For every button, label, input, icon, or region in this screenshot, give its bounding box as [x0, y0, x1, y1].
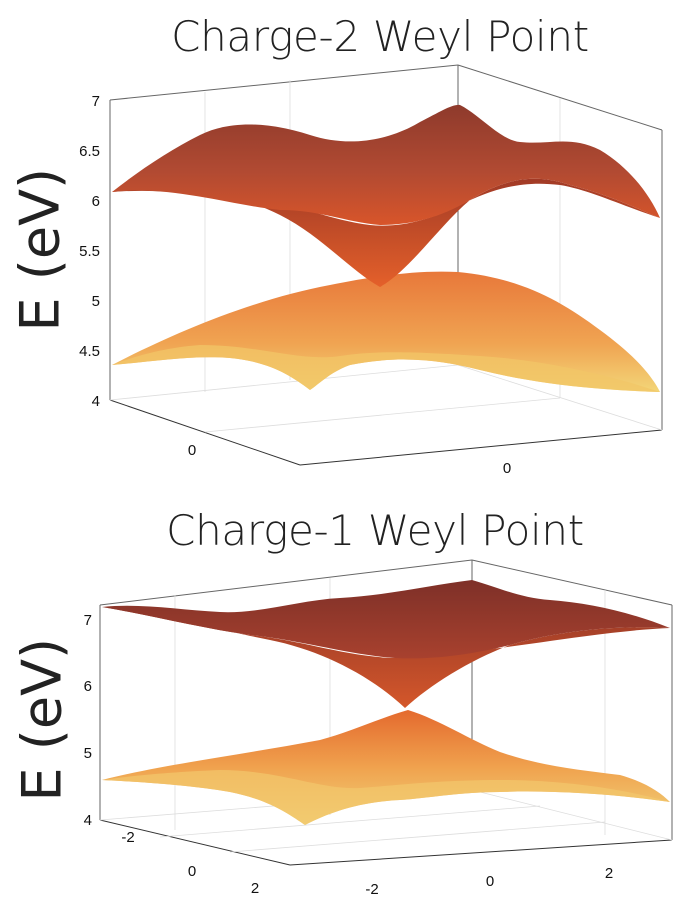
lower-band-front [102, 770, 670, 825]
upper-band-surface [112, 104, 660, 225]
chart-panel-charge-2: Charge-2 Weyl Point E (eV) [9, 12, 663, 477]
y-tick-label: 0 [503, 460, 511, 477]
z-tick-label: 5.5 [79, 243, 100, 260]
surface-plot-charge-1: 7 6 5 4 -2 0 2 -2 0 2 [84, 559, 673, 898]
z-tick-label: 4.5 [79, 343, 100, 360]
upper-band-underside [112, 178, 660, 287]
z-tick-label: 6 [84, 678, 92, 695]
y-tick-label: 2 [605, 865, 613, 882]
z-tick-label: 6.5 [79, 143, 100, 160]
x-tick-label: 0 [188, 863, 196, 880]
z-tick-label: 4 [92, 393, 100, 410]
z-tick-label: 6 [92, 193, 100, 210]
x-tick-label: -2 [121, 829, 134, 846]
y-tick-label: 0 [486, 873, 494, 890]
upper-band-surface [102, 580, 670, 659]
z-tick-label: 5 [92, 293, 100, 310]
z-axis-ticks: 7 6.5 6 5.5 5 4.5 4 0 0 [79, 93, 511, 477]
chart-panel-charge-1: Charge-1 Weyl Point E (eV) [0, 500, 688, 912]
y-tick-label: -2 [365, 881, 378, 898]
lower-band-surface [102, 710, 670, 825]
z-tick-label: 5 [84, 745, 92, 762]
chart-title: Charge-1 Weyl Point [166, 506, 584, 555]
x-tick-label: 0 [188, 442, 196, 459]
axes-box [109, 64, 663, 466]
z-tick-label: 7 [84, 612, 92, 629]
x-tick-label: 2 [251, 880, 259, 897]
surface-plot-charge-2: 7 6.5 6 5.5 5 4.5 4 0 0 [79, 64, 663, 477]
z-tick-label: 7 [92, 93, 100, 110]
lower-band-front [112, 345, 660, 392]
z-tick-label: 4 [84, 812, 92, 829]
z-axis-ticks: 7 6 5 4 -2 0 2 -2 0 2 [84, 612, 614, 898]
chart-title: Charge-2 Weyl Point [171, 12, 589, 61]
